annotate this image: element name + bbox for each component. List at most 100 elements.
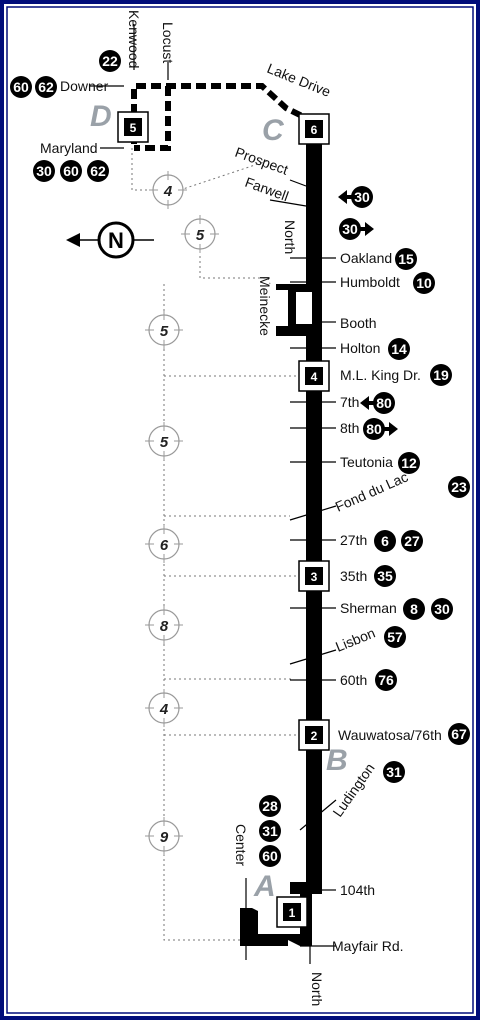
route-badge-center-a[interactable]: 28 bbox=[259, 795, 281, 817]
station-3-label: 3 bbox=[311, 570, 318, 584]
route-badge-number: 30 bbox=[434, 601, 450, 617]
route-badge-seventh[interactable]: 80 bbox=[360, 392, 395, 414]
route-badge-sherman-b[interactable]: 30 bbox=[431, 598, 453, 620]
street-label-35th: 35th bbox=[340, 568, 367, 584]
route-badge-farwell[interactable]: 30 bbox=[339, 218, 374, 240]
station-6-label: 6 bbox=[311, 123, 318, 137]
route-badge-circle bbox=[259, 845, 281, 867]
route-badge-maryland-a[interactable]: 30 bbox=[33, 160, 55, 182]
street-label-27th: 27th bbox=[340, 532, 367, 548]
travel-time-marker: 4 bbox=[145, 689, 183, 727]
route-arrows bbox=[252, 902, 300, 952]
street-label-8th: 8th bbox=[340, 420, 359, 436]
route-badge-lisbon[interactable]: 57 bbox=[384, 626, 406, 648]
travel-time-marker: 5 bbox=[181, 215, 219, 253]
route-badge-number: 27 bbox=[404, 533, 420, 549]
route-badge-center-c[interactable]: 60 bbox=[259, 845, 281, 867]
route-badge-circle bbox=[395, 248, 417, 270]
travel-time-label: 5 bbox=[160, 434, 169, 451]
route-badge-wauwatosa[interactable]: 67 bbox=[448, 723, 470, 745]
station-1-label: 1 bbox=[289, 906, 296, 920]
arrow-right-icon bbox=[360, 222, 374, 236]
route-badge-prospect[interactable]: 30 bbox=[338, 186, 373, 208]
route-badge-maryland-c[interactable]: 62 bbox=[87, 160, 109, 182]
route-badge-number: 15 bbox=[398, 251, 414, 267]
route-badge-fond-du-lac[interactable]: 23 bbox=[448, 476, 470, 498]
route-badge-number: 31 bbox=[262, 823, 278, 839]
street-ticks bbox=[90, 24, 337, 964]
travel-time-marker: 8 bbox=[145, 606, 183, 644]
route-badge-circle bbox=[60, 160, 82, 182]
route-badge-twenty-seventh-a[interactable]: 6 bbox=[374, 530, 396, 552]
route-badge-circle bbox=[259, 820, 281, 842]
route-badge-number: 22 bbox=[102, 53, 118, 69]
station-2[interactable]: 2 bbox=[298, 719, 330, 751]
route-badge-circle bbox=[373, 392, 395, 414]
route-badge-circle bbox=[374, 565, 396, 587]
route-badge-sherman-a[interactable]: 8 bbox=[403, 598, 425, 620]
segment-letter-a: A bbox=[253, 870, 276, 903]
street-label-meinecke: Meinecke bbox=[257, 276, 273, 336]
route-badge-number: 30 bbox=[36, 163, 52, 179]
route-badge-number: 8 bbox=[410, 601, 418, 617]
station-1[interactable]: 1 bbox=[276, 896, 308, 928]
north-label: N bbox=[108, 228, 124, 253]
route-badge-circle bbox=[10, 76, 32, 98]
route-badge-holton[interactable]: 14 bbox=[388, 338, 410, 360]
street-label-maryland: Maryland bbox=[40, 140, 98, 156]
route-badge-number: 67 bbox=[451, 726, 467, 742]
arrow-right-icon bbox=[384, 422, 398, 436]
route-badge-number: 35 bbox=[377, 568, 393, 584]
route-badge-circle bbox=[398, 452, 420, 474]
segment-letter-d: D bbox=[90, 100, 112, 133]
street-label-wauwatosa: Wauwatosa/76th bbox=[338, 727, 442, 743]
route-badge-circle bbox=[403, 598, 425, 620]
route-badge-center-b[interactable]: 31 bbox=[259, 820, 281, 842]
route-badge-number: 76 bbox=[378, 672, 394, 688]
route-badge-number: 19 bbox=[433, 367, 449, 383]
route-badge-maryland-b[interactable]: 60 bbox=[60, 160, 82, 182]
route-badge-circle bbox=[351, 186, 373, 208]
travel-time-label: 4 bbox=[159, 701, 169, 718]
route-badge-teutonia[interactable]: 12 bbox=[398, 452, 420, 474]
route-badge-oakland[interactable]: 15 bbox=[395, 248, 417, 270]
travel-time-marker: 4 bbox=[149, 171, 187, 209]
segment-letter-c: C bbox=[262, 114, 285, 147]
route-badge-downer-b[interactable]: 62 bbox=[35, 76, 57, 98]
station-5[interactable]: 5 bbox=[117, 111, 149, 143]
route-badge-mlk[interactable]: 19 bbox=[430, 364, 452, 386]
travel-time-label: 8 bbox=[160, 618, 169, 635]
route-badge-circle bbox=[33, 160, 55, 182]
route-badge-ludington[interactable]: 31 bbox=[383, 761, 405, 783]
station-3[interactable]: 3 bbox=[298, 560, 330, 592]
station-6[interactable]: 6 bbox=[298, 113, 330, 145]
travel-time-marker: 6 bbox=[145, 525, 183, 563]
route-badge-circle bbox=[413, 272, 435, 294]
route-badge-number: 31 bbox=[386, 764, 402, 780]
street-label-mlk: M.L. King Dr. bbox=[340, 367, 421, 383]
route-badge-eighth[interactable]: 80 bbox=[363, 418, 398, 440]
route-badge-circle bbox=[259, 795, 281, 817]
street-label-7th: 7th bbox=[340, 394, 359, 410]
route-badge-twenty-seventh-b[interactable]: 27 bbox=[401, 530, 423, 552]
street-label-teutonia: Teutonia bbox=[340, 454, 393, 470]
route-badge-circle bbox=[87, 160, 109, 182]
route-badge-number: 23 bbox=[451, 479, 467, 495]
route-badge-number: 10 bbox=[416, 275, 432, 291]
map-inner-border bbox=[6, 6, 474, 1014]
travel-time-marker: 9 bbox=[145, 817, 183, 855]
route-badge-thirty-fifth[interactable]: 35 bbox=[374, 565, 396, 587]
route-badge-downer-top[interactable]: 22 bbox=[99, 50, 121, 72]
route-badge-sixtieth[interactable]: 76 bbox=[375, 669, 397, 691]
route-badge-circle bbox=[401, 530, 423, 552]
route-badge-humboldt[interactable]: 10 bbox=[413, 272, 435, 294]
route-badge-number: 60 bbox=[262, 848, 278, 864]
route-badge-number: 60 bbox=[63, 163, 79, 179]
station-2-label: 2 bbox=[311, 729, 318, 743]
route-badge-number: 62 bbox=[38, 79, 54, 95]
street-label-center: Center bbox=[233, 824, 249, 866]
route-badge-downer-a[interactable]: 60 bbox=[10, 76, 32, 98]
station-4[interactable]: 4 bbox=[298, 360, 330, 392]
travel-time-marker: 5 bbox=[145, 422, 183, 460]
